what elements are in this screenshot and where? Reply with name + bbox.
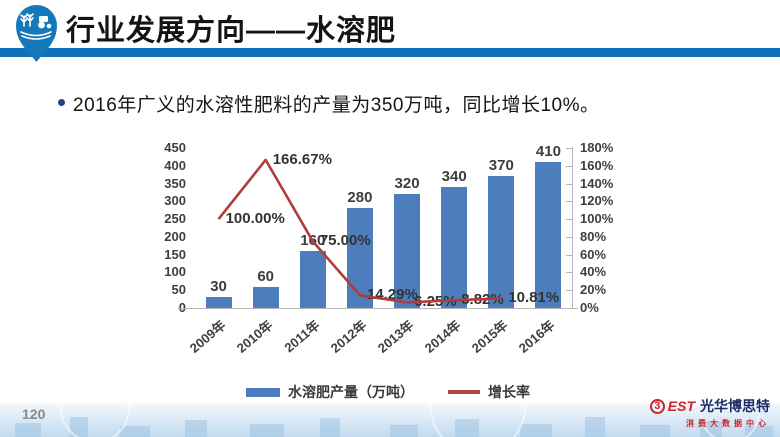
left-axis-tick: 300 [164,193,186,209]
x-axis-label: 2014年 [422,317,464,356]
right-axis-tick-mark [566,201,572,203]
bar [488,176,515,308]
brand-name-en: EST [667,398,695,414]
bar [346,208,373,308]
x-axis-label: 2012年 [327,317,370,356]
x-axis-line [178,308,578,309]
bar [394,194,421,308]
right-axis-tick-mark [566,148,572,149]
decorative-arc [60,403,130,437]
right-axis-tick: 120% [580,193,614,209]
building-silhouette [640,425,670,437]
bar-value-label: 60 [257,267,275,285]
bar-value-label: 410 [535,143,561,161]
right-axis-tick: 60% [580,246,607,262]
x-axis-label: 2011年 [281,317,323,356]
building-silhouette [120,426,150,437]
legend-label: 水溶肥产量（万吨） [288,384,414,400]
building-silhouette [745,426,773,437]
building-silhouette [585,417,605,437]
brand-logo-row: 3 EST 光华博思特 [649,396,770,416]
bar-value-label: 320 [394,175,420,193]
growth-point-label: 166.67% [272,150,332,168]
left-axis-tick: 100 [164,264,186,280]
bar [535,162,562,308]
right-axis-tick-mark [566,254,572,256]
building-silhouette [520,424,552,437]
decorative-arc [430,403,526,437]
building-silhouette [15,423,41,437]
legend-item-production: 水溶肥产量（万吨） [246,382,414,402]
right-axis-tick: 160% [580,157,614,173]
growth-point-label: 10.81% [508,289,560,307]
line-series-swatch-icon [448,390,480,394]
left-axis-tick: 400 [164,157,186,173]
left-axis-tick: 250 [164,211,186,227]
x-axis-label: 2015年 [469,317,511,356]
bar-value-label: 280 [347,189,373,207]
building-silhouette [185,420,207,437]
building-silhouette [320,418,340,437]
right-axis-line [572,147,573,309]
brand-name-cn: 光华博思特 [700,398,770,414]
growth-rate-line [217,158,502,304]
x-axis-label: 2016年 [516,317,559,356]
bar-series-swatch-icon [246,387,280,397]
right-axis-tick: 140% [580,175,614,191]
right-axis-tick-mark [566,236,572,238]
growth-point-label: 100.00% [225,210,285,228]
building-silhouette [390,425,418,437]
best-brand-logo: 3 EST 光华博思特 消费大数据中心 [649,396,770,429]
x-axis-label: 2010年 [233,317,276,356]
growth-point-label: 75.00% [319,232,371,250]
left-axis-tick: 150 [164,246,186,262]
building-silhouette [250,424,284,437]
x-axis-label: 2009年 [186,317,229,356]
left-axis-tick: 350 [164,175,186,191]
right-axis-tick-mark [566,183,572,185]
bullet-row: 2016年广义的水溶性肥料的产量为350万吨，同比增长10%。 [58,90,600,117]
bar-value-label: 370 [488,157,514,175]
right-axis-tick: 100% [580,211,614,227]
combo-chart: 水溶肥产量（万吨） 增长率 450 400 350 300 250 200 150 100 50… [128,133,648,405]
bar [205,297,232,308]
right-axis-tick: 180% [580,140,614,155]
bar [299,251,326,308]
brand-subtitle: 消费大数据中心 [686,419,770,428]
legend-label: 增长率 [488,384,530,400]
bar [252,286,279,308]
left-axis-tick: 0 [128,300,186,316]
title-underline-bar [0,48,780,57]
bullet-text: 2016年广义的水溶性肥料的产量为350万吨，同比增长10%。 [73,95,600,116]
left-axis-tick: 450 [164,140,186,155]
bar [441,187,468,308]
decorative-arc [700,403,760,437]
right-axis-tick-mark [566,219,572,221]
right-axis-tick-mark [566,272,572,274]
right-axis-tick-mark [566,165,572,167]
left-axis-tick: 50 [171,282,186,298]
legend-item-growth: 增长率 [448,382,530,402]
brand-circle-3-icon: 3 [649,398,665,414]
page-title: 行业发展方向——水溶肥 [66,15,397,47]
bullet-dot-icon [58,99,65,106]
right-axis-tick: 0% [580,300,599,315]
page-number: 120 [22,406,46,422]
x-axis-label: 2013年 [374,317,417,356]
agriculture-pin-logo-icon [15,4,57,62]
bar-value-label: 340 [441,168,467,186]
right-axis-tick-mark [566,290,572,292]
chart-legend: 水溶肥产量（万吨） 增长率 [128,382,648,402]
right-axis-tick: 80% [580,228,607,244]
bar-value-label: 30 [210,278,227,296]
right-axis-tick: 40% [580,264,607,280]
left-axis-tick: 200 [164,228,186,244]
right-axis-tick: 20% [580,282,607,298]
